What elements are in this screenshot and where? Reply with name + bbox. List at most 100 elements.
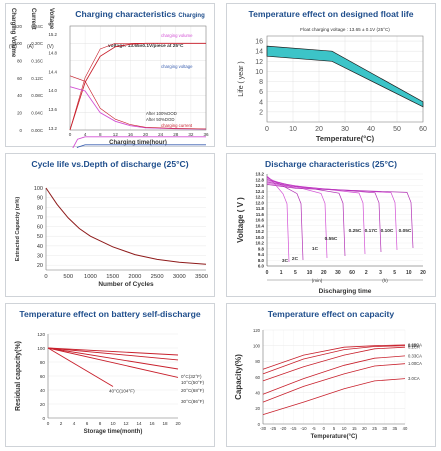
- capacity-line: [262, 346, 406, 382]
- x-tick: 3000: [173, 274, 186, 280]
- charging-current-line-2: [69, 75, 207, 130]
- y-tick: 16: [255, 39, 263, 46]
- self-discharge-line: [47, 347, 179, 356]
- x-tick: 16: [128, 132, 134, 137]
- charging-voltage-line-2: [76, 144, 206, 148]
- x-tick: 4: [73, 421, 76, 426]
- discharge-curve: [266, 175, 290, 263]
- float-life-panel: Temperature effect on designed float lif…: [226, 3, 436, 147]
- discharge-curve: [266, 181, 382, 253]
- charging-voltage-line: [72, 136, 206, 148]
- discharge-curve: [266, 178, 328, 259]
- x-tick: 30: [382, 426, 387, 431]
- y-tick: 100: [34, 186, 43, 192]
- x-tick: 2000: [128, 274, 141, 280]
- x-tick: 60: [419, 126, 427, 133]
- self-discharge-line: [47, 347, 179, 378]
- x-tick: 35: [393, 426, 398, 431]
- discharge-panel: Discharge characteristics (25°C) 13.2 12.…: [226, 153, 436, 297]
- y-tick: 10.4: [255, 223, 264, 228]
- y-tick: 4: [259, 99, 263, 106]
- capacity-title: Temperature effect on capacity: [267, 309, 395, 319]
- x-tick: 20: [420, 270, 426, 276]
- y-tick: 80: [37, 205, 43, 211]
- x-tick: 8: [99, 421, 102, 426]
- discharge-curve: [266, 176, 304, 261]
- x-tick: 12: [113, 132, 119, 137]
- current-axis-head: Current: [30, 8, 36, 30]
- y-tick: 13.2: [255, 172, 264, 177]
- charging-current-line: [69, 86, 207, 130]
- charging-panel: Charging characteristics Charging Chargi…: [5, 3, 215, 148]
- y-tick: 20: [255, 406, 260, 411]
- x-tick: 1000: [84, 274, 97, 280]
- y-tick-current: 0.12C: [31, 76, 43, 81]
- y-tick: 20: [37, 263, 43, 269]
- y-tick: 90: [37, 196, 43, 202]
- self-discharge-label: 0°C(32°F): [181, 374, 202, 379]
- y-tick: 60: [37, 225, 43, 231]
- unit-h: (h): [382, 278, 388, 283]
- y-tick: 6.0: [258, 264, 265, 269]
- x-tick: 12: [123, 421, 129, 426]
- cycle-life-title: Cycle life vs.Depth of discharge (25°C): [31, 159, 189, 169]
- x-tick: 20: [143, 132, 149, 137]
- y-tick-current: 0.04C: [31, 110, 43, 115]
- y-tick: 12.4: [255, 189, 264, 194]
- y-tick-pct: 40: [17, 93, 22, 98]
- y-tick: 80: [40, 360, 46, 365]
- y-tick: 12.0: [255, 200, 264, 205]
- x-tick: 0: [265, 126, 269, 133]
- x-tick: 0: [266, 270, 269, 276]
- capacity-label: 0.05CA: [408, 342, 422, 347]
- capacity-line: [262, 378, 406, 415]
- x-tick: 10: [307, 270, 313, 276]
- discharge-curve: [266, 180, 366, 255]
- y-tick-voltage: 14.4: [48, 69, 57, 74]
- volume-axis-head: Charging Volume: [10, 8, 16, 58]
- x-tick: 20: [321, 270, 327, 276]
- y-tick-voltage: 13.2: [48, 126, 57, 131]
- y-tick: 12: [255, 59, 263, 66]
- x-tick: 0: [69, 132, 72, 137]
- y-tick: 14: [255, 49, 263, 56]
- label-charging-current: charging current: [161, 123, 193, 128]
- x-tick: 28: [173, 132, 179, 137]
- unit-v: (V): [47, 44, 54, 50]
- y-tick: 12.6: [255, 183, 264, 188]
- discharge-curve-label: 2C: [292, 256, 299, 262]
- y-tick: 10.6: [255, 218, 264, 223]
- charging-title: Charging characteristics Charging: [66, 9, 214, 19]
- x-axis-label: Number of Cycles: [98, 281, 154, 288]
- voltage-axis-head: Voltage: [48, 8, 54, 30]
- self-discharge-title: Temperature effect on battery self-disch…: [19, 309, 201, 319]
- y-tick-current: 0.08C: [31, 93, 43, 98]
- x-tick: 1500: [106, 274, 119, 280]
- charging-volume-line-50dod: [69, 43, 206, 131]
- y-tick: 10: [255, 69, 263, 76]
- x-tick: 5: [333, 426, 336, 431]
- float-subtitle: Float charging voltage : 13.65 ± 0.1V (2…: [300, 27, 390, 32]
- capacity-line: [262, 355, 406, 395]
- x-tick: 0: [323, 426, 326, 431]
- x-tick: 10: [289, 126, 297, 133]
- x-tick: 5: [294, 270, 297, 276]
- x-tick: 3500: [195, 274, 208, 280]
- y-tick: 10.2: [255, 229, 264, 234]
- x-tick: 40: [367, 126, 375, 133]
- label-charging-volume: charging volume: [161, 33, 193, 38]
- y-tick: 10.0: [255, 235, 264, 240]
- self-discharge-label: 30°C(86°F): [181, 399, 205, 404]
- charging-chart: Charging Volume Current Voltage (%) (A) (V) 0 0…: [9, 8, 209, 148]
- discharge-curve-label: 0.25C: [349, 228, 362, 234]
- y-axis-label: Extracted Capacity (m%): [15, 197, 21, 262]
- x-tick: 24: [158, 132, 164, 137]
- float-life-title: Temperature effect on designed float lif…: [248, 9, 414, 19]
- x-tick: 14: [136, 421, 142, 426]
- x-tick: 10: [406, 270, 412, 276]
- cycle-life-panel: Cycle life vs.Depth of discharge (25°C) …: [5, 153, 215, 297]
- x-tick: -25: [270, 426, 277, 431]
- label-100dod: After 100%DOD: [146, 111, 177, 116]
- discharge-curve: [266, 184, 414, 249]
- y-tick-voltage: 15.2: [48, 32, 57, 37]
